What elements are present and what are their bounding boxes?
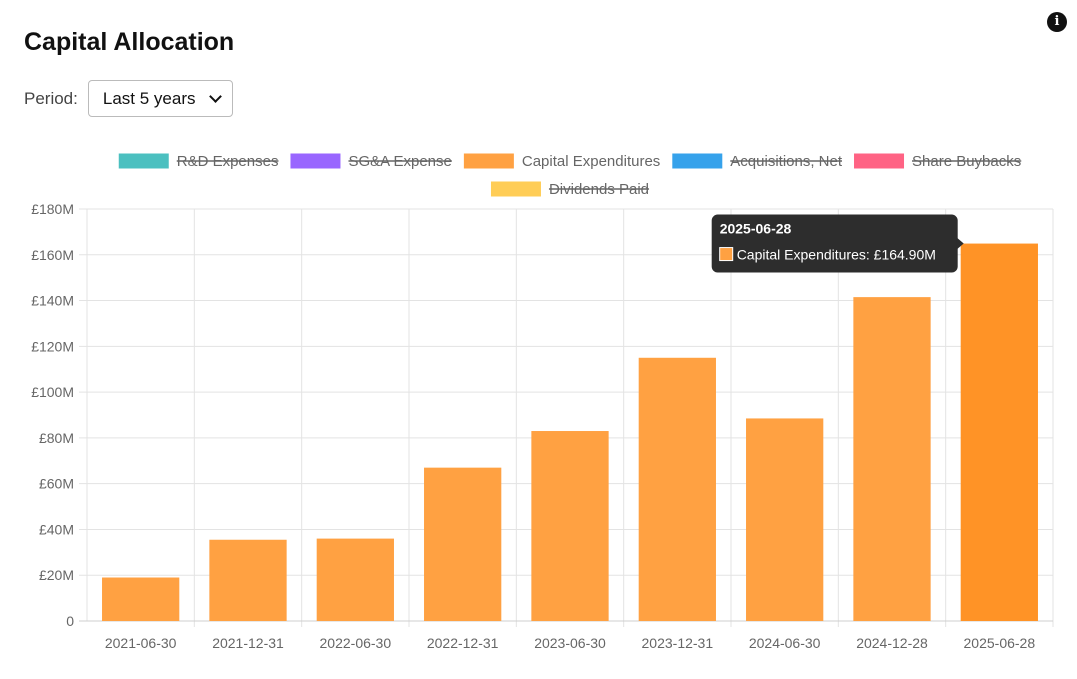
period-label: Period: [24, 88, 78, 108]
tooltip-caret [956, 237, 964, 250]
y-tick-label: £160M [31, 247, 74, 263]
x-tick-label: 2021-06-30 [105, 635, 177, 651]
bar-2022-12-31[interactable] [424, 467, 502, 621]
y-tick-label: 0 [66, 613, 74, 629]
bar-2024-06-30[interactable] [746, 418, 824, 621]
legend-item[interactable]: Dividends Paid [490, 181, 650, 198]
legend-item[interactable]: Acquisitions, Net [672, 153, 843, 170]
y-tick-label: £100M [31, 384, 74, 400]
bar-2023-12-31[interactable] [638, 357, 716, 621]
y-tick-label: £140M [31, 293, 74, 309]
x-tick-label: 2023-06-30 [534, 635, 606, 651]
bar-2025-06-28[interactable] [960, 243, 1038, 621]
tooltip: 2025-06-28 Capital Expenditures: £164.90… [711, 214, 964, 273]
x-tick-label: 2024-06-30 [749, 635, 821, 651]
legend-swatch [672, 153, 723, 169]
legend-item[interactable]: SG&A Expense [290, 153, 452, 170]
y-tick-label: £40M [39, 521, 74, 537]
y-tick-label: £20M [39, 567, 74, 583]
y-tick-label: £180M [31, 201, 74, 217]
legend-swatch [463, 153, 514, 169]
bar-2023-06-30[interactable] [531, 431, 609, 621]
tooltip-swatch [719, 247, 734, 262]
axes: 2021-06-30 2021-12-31 2022-06-30 2022-12-31… [31, 201, 1035, 651]
legend-swatch [854, 153, 905, 169]
y-tick-label: £120M [31, 338, 74, 354]
x-tick-label: 2025-06-28 [964, 635, 1036, 651]
x-tick-label: 2021-12-31 [212, 635, 284, 651]
period-control: Period: Last 5 years [24, 80, 233, 117]
legend-swatch [118, 153, 169, 169]
tooltip-label: Capital Expenditures: £164.90M [737, 247, 936, 263]
x-tick-label: 2022-12-31 [427, 635, 499, 651]
period-select-value: Last 5 years [102, 88, 196, 108]
legend-item[interactable]: Capital Expenditures [463, 153, 660, 170]
legend-item[interactable]: Share Buybacks [854, 153, 1022, 170]
bar-2021-06-30[interactable] [102, 577, 180, 621]
info-icon[interactable]: i [1047, 12, 1067, 32]
page-title: Capital Allocation [24, 28, 235, 56]
x-tick-label: 2024-12-28 [856, 635, 928, 651]
period-select[interactable]: Last 5 years [87, 80, 233, 117]
x-tick-label: 2023-12-31 [642, 635, 714, 651]
x-tick-label: 2022-06-30 [320, 635, 392, 651]
bars [102, 243, 1038, 621]
y-tick-label: £60M [39, 476, 74, 492]
legend-item[interactable]: R&D Expenses [118, 153, 279, 170]
bar-2022-06-30[interactable] [316, 538, 394, 621]
legend: R&D Expenses SG&A Expense Capital Expendit… [118, 153, 1022, 198]
y-tick-label: £80M [39, 430, 74, 446]
legend-swatch [290, 153, 341, 169]
bar-2024-12-28[interactable] [853, 297, 931, 621]
tooltip-title: 2025-06-28 [720, 221, 792, 237]
legend-label: Capital Expenditures [522, 153, 660, 170]
bar-2021-12-31[interactable] [209, 539, 287, 621]
tooltip-box [711, 214, 958, 273]
legend-swatch [490, 181, 541, 197]
